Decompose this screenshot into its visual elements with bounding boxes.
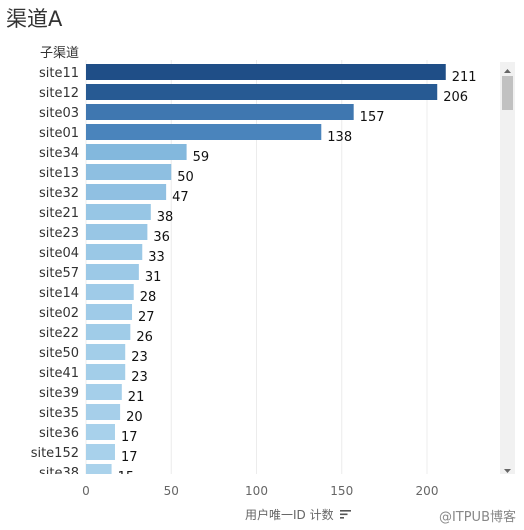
value-label-site11: 211 — [452, 70, 477, 85]
category-label-site12: site12 — [39, 86, 79, 101]
bar-site34[interactable] — [86, 144, 187, 160]
category-label-site39: site39 — [39, 386, 79, 401]
value-label-site35: 20 — [126, 410, 143, 425]
scroll-thumb[interactable] — [502, 76, 513, 110]
bar-site03[interactable] — [86, 104, 354, 120]
bar-site41[interactable] — [86, 364, 126, 380]
x-axis-title: 用户唯一ID 计数 — [245, 506, 352, 523]
bar-site01[interactable] — [86, 124, 322, 140]
category-label-site21: site21 — [39, 206, 79, 221]
bar-site35[interactable] — [86, 404, 121, 420]
category-label-site23: site23 — [39, 226, 79, 241]
value-label-site02: 27 — [138, 310, 155, 325]
category-label-site02: site02 — [39, 306, 79, 321]
value-label-site21: 38 — [157, 210, 174, 225]
bar-site14[interactable] — [86, 284, 134, 300]
bar-site23[interactable] — [86, 224, 148, 240]
value-label-site50: 23 — [131, 350, 148, 365]
value-label-site39: 21 — [128, 390, 145, 405]
value-label-site41: 23 — [131, 370, 148, 385]
chart-title: 渠道A — [6, 7, 63, 31]
value-label-site38: 15 — [118, 470, 135, 485]
scroll-down-icon[interactable] — [500, 462, 515, 474]
bar-site50[interactable] — [86, 344, 126, 360]
bar-site02[interactable] — [86, 304, 133, 320]
bar-site57[interactable] — [86, 264, 139, 280]
category-label-site152: site152 — [31, 446, 79, 461]
category-label-site22: site22 — [39, 326, 79, 341]
value-label-site14: 28 — [140, 290, 157, 305]
x-tick-label: 200 — [416, 484, 439, 498]
category-label-site35: site35 — [39, 406, 79, 421]
value-label-site23: 36 — [153, 230, 170, 245]
bar-site13[interactable] — [86, 164, 172, 180]
value-label-site03: 157 — [360, 110, 385, 125]
bar-site38[interactable] — [86, 464, 112, 480]
scroll-up-icon[interactable] — [500, 62, 515, 74]
value-label-site32: 47 — [172, 190, 189, 205]
category-label-site57: site57 — [39, 266, 79, 281]
x-axis-label: 用户唯一ID 计数 — [245, 508, 334, 522]
category-label-site41: site41 — [39, 366, 79, 381]
category-label-site01: site01 — [39, 126, 79, 141]
value-label-site13: 50 — [177, 170, 194, 185]
category-label-site32: site32 — [39, 186, 79, 201]
bar-site12[interactable] — [86, 84, 438, 100]
category-label-site38: site38 — [39, 466, 79, 481]
watermark: @ITPUB博客 — [438, 510, 516, 525]
value-label-site04: 33 — [148, 250, 165, 265]
bars-group: site11 211 site12 206 site03 157 site01 138 site… — [31, 64, 477, 485]
value-label-site34: 59 — [193, 150, 210, 165]
bar-site21[interactable] — [86, 204, 151, 220]
category-label-site04: site04 — [39, 246, 79, 261]
value-label-site152: 17 — [121, 450, 138, 465]
value-label-site22: 26 — [136, 330, 153, 345]
category-label-site03: site03 — [39, 106, 79, 121]
value-label-site57: 31 — [145, 270, 162, 285]
bar-site36[interactable] — [86, 424, 115, 440]
category-label-site36: site36 — [39, 426, 79, 441]
category-label-site11: site11 — [39, 66, 79, 81]
value-label-site36: 17 — [121, 430, 138, 445]
x-tick-label: 50 — [164, 484, 179, 498]
sort-icon[interactable] — [339, 508, 352, 522]
bar-site04[interactable] — [86, 244, 143, 260]
value-label-site12: 206 — [443, 90, 468, 105]
x-tick-label: 0 — [82, 484, 90, 498]
category-label-site34: site34 — [39, 146, 79, 161]
x-tick-label: 100 — [245, 484, 268, 498]
bar-site32[interactable] — [86, 184, 167, 200]
bar-site39[interactable] — [86, 384, 122, 400]
category-label-site13: site13 — [39, 166, 79, 181]
category-label-site14: site14 — [39, 286, 79, 301]
vertical-scrollbar[interactable] — [500, 62, 515, 474]
category-label-site50: site50 — [39, 346, 79, 361]
y-axis-label: 子渠道 — [40, 46, 80, 61]
bar-site22[interactable] — [86, 324, 131, 340]
value-label-site01: 138 — [327, 130, 352, 145]
bar-site11[interactable] — [86, 64, 446, 80]
x-tick-label: 150 — [330, 484, 353, 498]
bar-site152[interactable] — [86, 444, 115, 460]
